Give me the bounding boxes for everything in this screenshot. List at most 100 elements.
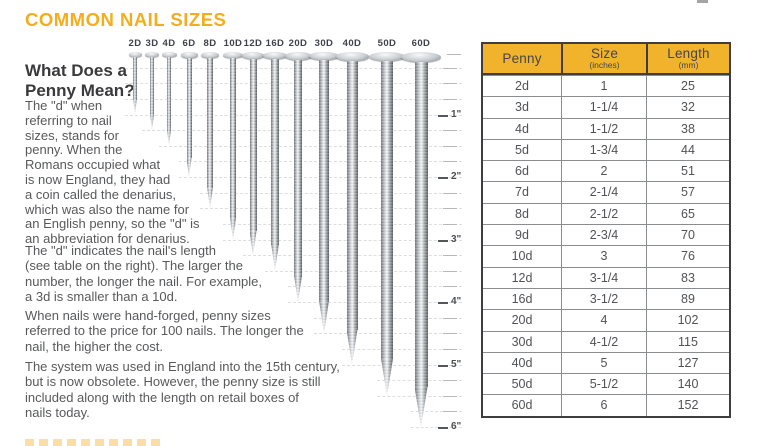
- nail-point: [381, 358, 393, 396]
- nail-head: [161, 52, 177, 57]
- table-cell: 152: [646, 394, 729, 416]
- nail-point: [230, 217, 236, 240]
- table-cell: 2-1/2: [561, 202, 646, 225]
- nail-head: [309, 52, 339, 60]
- table-cell: 32: [646, 96, 729, 118]
- nail-point: [271, 244, 279, 271]
- nail-point: [186, 158, 192, 177]
- nail-illustration: [309, 52, 339, 334]
- nail-size-label: 3D: [145, 38, 159, 49]
- nail-illustration: [145, 52, 159, 131]
- ruler-tick-minor: [443, 317, 457, 319]
- nail-illustration: [180, 52, 198, 177]
- nail-point: [133, 99, 137, 115]
- nail-size-label: 20D: [288, 38, 308, 49]
- table-cell: 8d: [483, 202, 561, 224]
- ruler-tick-minor: [443, 83, 457, 85]
- nail-shank: [186, 57, 192, 158]
- grid-line: [125, 114, 462, 116]
- ruler-tick-minor: [443, 67, 457, 69]
- grid-line: [159, 145, 462, 147]
- nail-shank: [293, 59, 303, 274]
- table-cell: 4d: [483, 117, 561, 139]
- table-row: 2d 1 25: [483, 75, 729, 97]
- table-cell: 2: [561, 160, 646, 182]
- table-row: 60d 6 152: [483, 394, 729, 416]
- nail-size-label: 40D: [342, 38, 362, 49]
- nail-head: [180, 52, 198, 58]
- table-cell: 7d: [483, 181, 561, 202]
- table-header-row: Penny Size (inches) Length (mm): [483, 44, 729, 75]
- table-header-subtitle: (inches): [589, 60, 620, 70]
- grid-line: [125, 67, 462, 69]
- table-cell: 20d: [483, 309, 561, 330]
- table-cell: 51: [646, 160, 729, 182]
- grid-line: [265, 270, 462, 272]
- table-cell: 25: [646, 75, 729, 97]
- ruler-tick-major: [438, 427, 448, 429]
- ruler-tick-minor: [443, 286, 457, 288]
- table-cell: 76: [646, 245, 729, 267]
- table-row: 10d 3 76: [483, 245, 729, 267]
- table-cell: 57: [646, 181, 729, 203]
- nail-shank: [271, 59, 279, 245]
- nail-head: [401, 52, 441, 62]
- grid-line: [342, 364, 462, 366]
- table-header-size: Size (inches): [561, 44, 646, 73]
- nail-shank: [150, 57, 154, 115]
- nail-size-table: Penny Size (inches) Length (mm) 2d 1 25 3d 1…: [481, 42, 731, 418]
- table-cell: 5-1/2: [561, 373, 646, 395]
- nail-size-label: 12D: [243, 38, 263, 49]
- nail-point: [414, 387, 428, 427]
- table-cell: 30d: [483, 330, 561, 352]
- table-cell: 127: [646, 351, 729, 374]
- table-row: 16d 3-1/2 89: [483, 287, 729, 310]
- table-cell: 102: [646, 309, 729, 331]
- table-row: 50d 5-1/2 140: [483, 373, 729, 395]
- table-cell: 5d: [483, 138, 561, 160]
- nail-illustration: [263, 52, 287, 271]
- nail-head: [284, 52, 312, 60]
- nail-shank: [133, 57, 137, 100]
- table-cell: 65: [646, 202, 729, 225]
- table-row: 7d 2-1/4 57: [483, 181, 729, 203]
- table-cell: 1-1/2: [561, 117, 646, 139]
- table-cell: 70: [646, 224, 729, 246]
- nail-illustration: [201, 52, 219, 209]
- ruler-tick-minor: [443, 380, 457, 382]
- nail-head: [335, 52, 369, 61]
- table-cell: 3-1/2: [561, 287, 646, 310]
- intro-heading: What Does a Penny Mean?: [25, 61, 135, 100]
- nail-size-label: 50D: [377, 38, 397, 49]
- table-cell: 83: [646, 266, 729, 288]
- ruler-tick-zero: [447, 54, 461, 55]
- table-header-penny: Penny: [483, 44, 561, 73]
- table-cell: 9d: [483, 224, 561, 245]
- cutoff-next-section-heading: [25, 438, 160, 446]
- nail-head: [128, 52, 142, 57]
- nail-head: [145, 52, 159, 57]
- ruler-tick-minor: [443, 98, 457, 100]
- grid-line: [223, 223, 462, 225]
- grid-line: [342, 348, 462, 350]
- table-cell: 115: [646, 330, 729, 352]
- table-cell: 5: [561, 351, 646, 374]
- table-cell: 10d: [483, 245, 561, 266]
- table-header-title: Length: [667, 46, 710, 61]
- grid-line: [411, 427, 462, 428]
- table-cell: 3: [561, 245, 646, 267]
- nail-size-label: 4D: [162, 38, 176, 49]
- intro-paragraph-1: The "d" when referring to nail sizes, st…: [25, 98, 200, 247]
- table-row: 8d 2-1/2 65: [483, 202, 729, 225]
- nail-size-label: 30D: [314, 38, 334, 49]
- intro-paragraph-3: When nails were hand-forged, penny sizes…: [25, 308, 304, 354]
- table-row: 30d 4-1/2 115: [483, 330, 729, 352]
- table-row: 20d 4 102: [483, 309, 729, 331]
- nail-size-label: 60D: [411, 38, 431, 49]
- nail-shank: [249, 58, 257, 232]
- table-cell: 40d: [483, 351, 561, 373]
- nail-point: [150, 114, 154, 131]
- nail-illustration: [242, 52, 264, 256]
- table-cell: 89: [646, 287, 729, 310]
